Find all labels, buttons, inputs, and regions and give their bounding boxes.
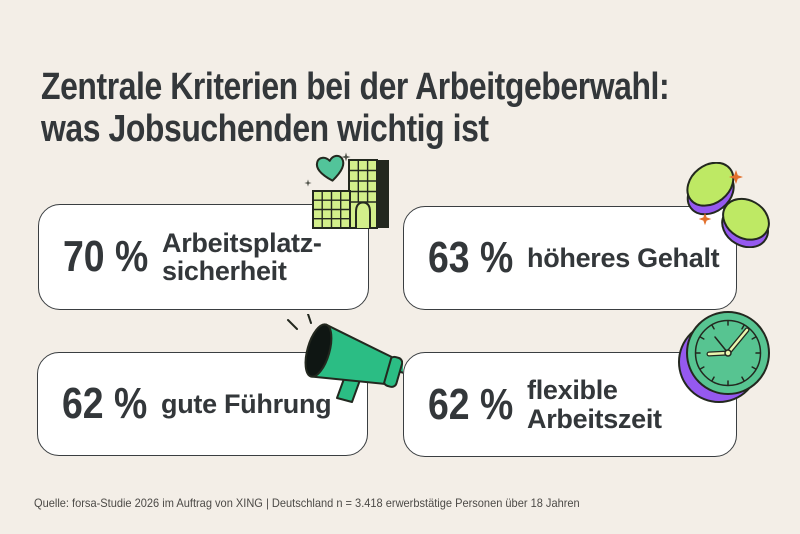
clock-icon [678, 311, 770, 403]
stat-label: gute Führung [161, 388, 332, 419]
stat-label-line: gute Führung [161, 388, 332, 419]
stat-label: flexible Arbeitszeit [527, 376, 662, 433]
stat-value-wrap: 63 % [428, 233, 513, 283]
stat-label-line: flexible [527, 375, 618, 406]
title-line-2: was Jobsuchenden wichtig ist [41, 108, 489, 150]
stat-label: Arbeitsplatz- sicherheit [162, 227, 322, 286]
stat-value: 63 % [428, 233, 514, 282]
stat-label: höheres Gehalt [527, 242, 720, 273]
stat-label-line: höheres Gehalt [527, 242, 720, 273]
stat-value-wrap: 62 % [62, 379, 147, 429]
stat-label-line: Arbeitsplatz- [162, 227, 322, 258]
stat-value: 62 % [62, 379, 148, 428]
office-building-heart-icon [304, 152, 389, 229]
stat-value: 70 % [63, 232, 149, 281]
stat-card-gute-fuehrung: 62 % gute Führung [37, 352, 368, 456]
title-line-1: Zentrale Kriterien bei der Arbeitgeberwa… [41, 66, 670, 108]
source-note: Quelle: forsa-Studie 2026 im Auftrag von… [34, 496, 580, 510]
stat-value-wrap: 70 % [63, 232, 148, 282]
stat-card-hoeheres-gehalt: 63 % höheres Gehalt [403, 206, 737, 310]
stat-value: 62 % [428, 379, 514, 429]
stat-card-flexible-arbeitszeit: 62 % flexible Arbeitszeit [403, 352, 737, 457]
stat-value-wrap: 62 % [428, 380, 513, 430]
megaphone-icon [287, 314, 403, 403]
page-title: Zentrale Kriterien bei der Arbeitgeberwa… [41, 66, 670, 150]
coins-icon [686, 162, 770, 248]
stat-label-line: sicherheit [162, 256, 287, 286]
stat-label-line: Arbeitszeit [527, 403, 662, 434]
